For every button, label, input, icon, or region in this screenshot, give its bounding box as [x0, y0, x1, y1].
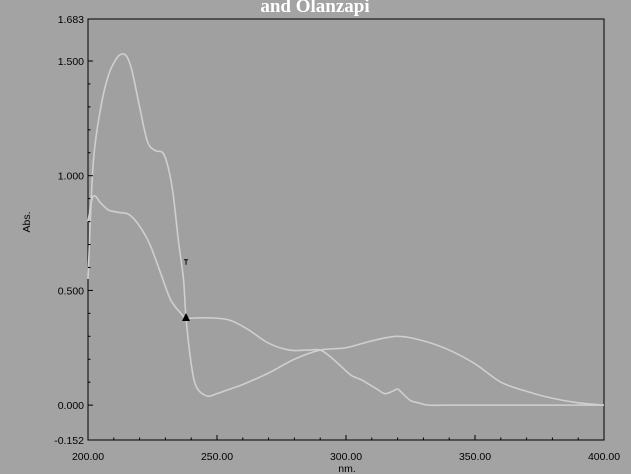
marker-group: [182, 259, 191, 321]
x-axis: 200.00 250.00 300.00 350.00 400.00: [72, 435, 620, 463]
y-tick-label: 0.500: [58, 285, 84, 297]
plot-frame: [87, 18, 605, 441]
y-axis-label: Abs.: [21, 211, 33, 232]
y-axis: 1.683 1.500 1.000 0.500 0.000 -0.152: [54, 14, 93, 447]
y-tick-label: 1.683: [58, 14, 84, 26]
series-line-2: [87, 194, 604, 407]
x-tick-label: 200.00: [72, 451, 104, 463]
x-tick-label: 350.00: [459, 451, 491, 463]
y-tick-label: 0.000: [58, 400, 84, 412]
y-tick-label: 1.000: [58, 171, 84, 183]
x-tick-label: 250.00: [201, 451, 233, 463]
plot-area: [87, 18, 605, 441]
x-axis-label: nm.: [338, 463, 356, 474]
x-tick-label: 300.00: [330, 451, 362, 463]
x-tick-label: 400.00: [588, 451, 620, 463]
y-tick-label: -0.152: [54, 435, 84, 447]
cursor-tick-marker: [184, 259, 189, 265]
y-tick-label: 1.500: [58, 56, 84, 68]
chart-title: and Olanzapi: [260, 0, 369, 17]
series-line-1: [87, 53, 605, 406]
isosbestic-point-marker: [182, 312, 191, 321]
series-group: [87, 53, 605, 407]
